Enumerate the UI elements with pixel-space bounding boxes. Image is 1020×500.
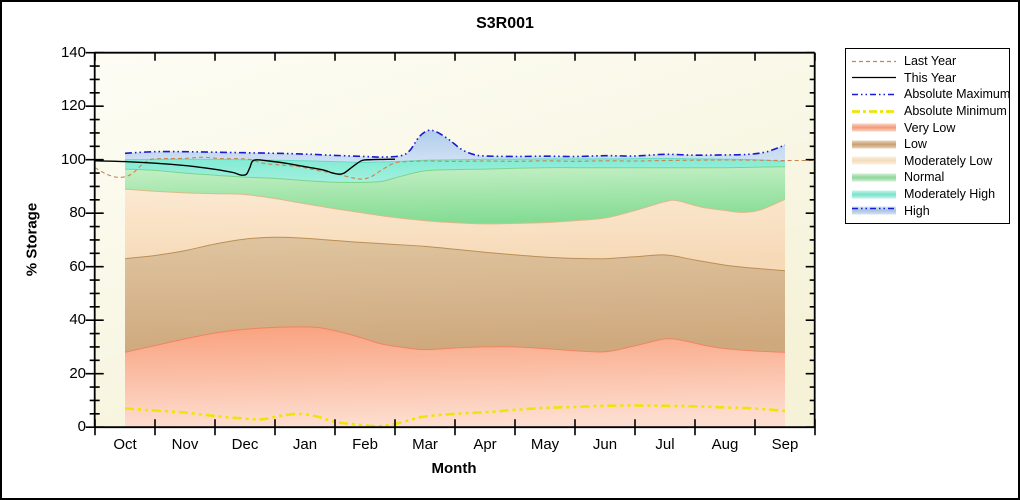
x-tick-label: Jun xyxy=(592,436,618,453)
x-tick-label: May xyxy=(530,436,560,453)
legend-line-swatch xyxy=(852,93,896,96)
x-tick-label: Dec xyxy=(231,436,259,453)
x-tick-label: Jan xyxy=(292,436,318,453)
band-edge-very-low xyxy=(124,326,786,353)
x-tick-label: Jul xyxy=(655,436,675,453)
y-tick-label: 100 xyxy=(60,150,86,168)
band-moderately-low xyxy=(125,189,785,271)
line-this-year xyxy=(94,158,396,176)
chart-title: S3R001 xyxy=(476,15,534,32)
y-tick-label: 120 xyxy=(60,97,86,115)
legend-label: Last Year xyxy=(904,54,957,69)
legend-label: Normal xyxy=(904,170,945,185)
legend-label: Moderately High xyxy=(904,187,996,202)
line-absolute-maximum xyxy=(124,129,786,158)
legend-band-swatch xyxy=(852,140,896,149)
band-high xyxy=(125,130,785,163)
legend-item-high: High xyxy=(852,202,1009,219)
axis-ticks xyxy=(85,51,816,436)
legend-band-swatch xyxy=(852,173,896,182)
legend-label: Low xyxy=(904,137,927,152)
legend-line-swatch xyxy=(852,60,896,62)
x-tick-label: Nov xyxy=(171,436,199,453)
legend-item-last-year: Last Year xyxy=(852,53,1009,70)
x-tick-label: Aug xyxy=(711,436,739,453)
band-edge-low xyxy=(124,236,786,272)
legend-item-moderately-high: Moderately High xyxy=(852,186,1009,203)
x-tick-label: Oct xyxy=(113,436,137,453)
legend-band-swatch xyxy=(852,190,896,199)
line-last-year xyxy=(94,156,815,180)
legend-item-absolute-minimum: Absolute Minimum xyxy=(852,103,1009,120)
y-tick-label: 0 xyxy=(77,418,86,436)
y-tick-label: 40 xyxy=(69,311,86,329)
y-tick-label: 60 xyxy=(69,257,86,275)
x-tick-label: Mar xyxy=(412,436,438,453)
band-edge-normal xyxy=(124,166,786,184)
y-tick-label: 20 xyxy=(69,364,86,382)
x-tick-label: Sep xyxy=(771,436,799,453)
legend-label: High xyxy=(904,203,930,218)
legend: Last Year This Year Absolute Maximum Absolu… xyxy=(845,48,1010,224)
band-normal xyxy=(125,166,785,224)
legend-band-swatch xyxy=(852,123,896,132)
band-edge-moderately-low xyxy=(124,188,786,225)
legend-item-this-year: This Year xyxy=(852,70,1009,87)
x-tick-label: Apr xyxy=(473,436,497,453)
legend-line-swatch xyxy=(852,77,896,79)
legend-item-very-low: Very Low xyxy=(852,119,1009,136)
x-axis-title: Month xyxy=(431,460,477,477)
legend-item-normal: Normal xyxy=(852,169,1009,186)
legend-label: Absolute Maximum xyxy=(904,87,1011,102)
y-tick-label: 140 xyxy=(60,43,86,61)
legend-band-swatch xyxy=(852,156,896,165)
legend-item-low: Low xyxy=(852,136,1009,153)
band-very-low xyxy=(125,326,785,428)
x-tick-label: Feb xyxy=(352,436,378,453)
legend-label: Moderately Low xyxy=(904,153,993,168)
band-low xyxy=(125,237,785,353)
legend-line-swatch xyxy=(852,109,896,113)
legend-item-absolute-maximum: Absolute Maximum xyxy=(852,86,1011,103)
y-tick-label: 80 xyxy=(69,204,86,222)
legend-label: Absolute Minimum xyxy=(904,104,1007,119)
legend-label: Very Low xyxy=(904,120,956,135)
line-absolute-minimum xyxy=(124,404,786,428)
band-edge-moderately-high xyxy=(124,157,786,163)
legend-band-swatch xyxy=(852,206,896,215)
legend-label: This Year xyxy=(904,70,957,85)
legend-item-moderately-low: Moderately Low xyxy=(852,153,1009,170)
